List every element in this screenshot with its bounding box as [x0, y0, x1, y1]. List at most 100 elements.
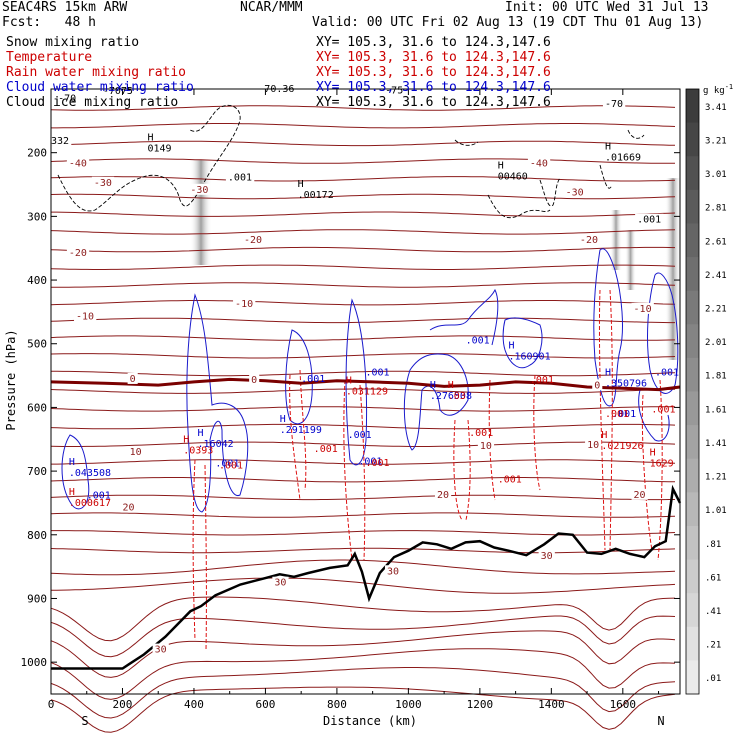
temperature-label-bg	[127, 372, 138, 384]
temperature-label-bg	[249, 374, 260, 386]
legend-field-xy: XY= 105.3, 31.6 to 124.3,147.6	[316, 80, 551, 95]
colorbar: 3.41 3.21 3.01 2.81 2.61 2.41 2.21 2.01 1.81 1.61…	[685, 88, 727, 695]
mixing-ratio-label: .001	[348, 430, 372, 441]
cloud-ice-contour	[57, 104, 241, 212]
y-tick-label: 700	[27, 465, 47, 478]
terrain-line	[51, 484, 682, 670]
colorbar-tick-label: 1.21	[705, 473, 727, 483]
snow-band	[665, 178, 681, 360]
temperature-label-bg	[585, 439, 602, 451]
temperature-isotherm	[51, 282, 676, 288]
extremum-marker: H	[508, 341, 514, 352]
temperature-label-bg	[152, 643, 169, 655]
snow-band	[625, 230, 636, 290]
temperature-label-bg	[127, 446, 144, 458]
temperature-label: -40	[530, 159, 548, 170]
extremum-marker: H	[430, 380, 436, 391]
temperature-isotherm	[50, 559, 676, 576]
temperature-isotherm	[50, 300, 676, 306]
temperature-label-bg	[66, 246, 90, 258]
mixing-ratio-label: .001	[301, 374, 325, 385]
temperature-label: -20	[580, 235, 598, 246]
legend-field-name: Temperature	[6, 50, 93, 65]
x-tick-label: 1600	[610, 698, 637, 711]
temperature-isotherm	[51, 530, 676, 536]
colorbar-swatch	[686, 290, 699, 325]
extremum-marker: H	[69, 457, 75, 468]
colorbar-tick-label: .41	[705, 607, 721, 617]
temperature-isotherm	[50, 317, 675, 324]
x-tick-label: 1000	[395, 698, 422, 711]
rain-water-contour	[533, 374, 541, 491]
temperature-label: -10	[76, 312, 94, 323]
temperature-label: 30	[541, 551, 553, 562]
colorbar-tick-label: 1.81	[705, 372, 727, 382]
colorbar-tick-label: 3.01	[705, 170, 727, 180]
temperature-isotherm	[50, 353, 676, 359]
temperature-isotherm	[50, 158, 675, 164]
temperature-label: 30	[155, 645, 167, 656]
upper-contour-label: .001	[637, 215, 661, 226]
rain-water-contours	[192, 289, 663, 651]
extremum-label: .043508	[69, 468, 111, 479]
y-tick-label: 800	[27, 529, 47, 542]
cloud-water-contour	[638, 389, 670, 442]
extremum-label: .03	[448, 391, 466, 402]
colorbar-unit-exp: -1	[725, 83, 733, 91]
colorbar-tick-label: 3.41	[705, 103, 727, 113]
temperature-isotherm	[50, 667, 676, 719]
temperature-label-bg	[188, 183, 211, 195]
mixing-ratio-label: .001	[219, 461, 243, 472]
temperature-isotherm	[50, 140, 676, 147]
axes: 0 200 400 600 800 1000 1200 1400 160020030040050…	[21, 89, 680, 711]
org-label: NCAR/MMM	[240, 0, 303, 15]
extremum-marker: H	[147, 132, 153, 143]
valid-time: Valid: 00 UTC Fri 02 Aug 13 (19 CDT Thu …	[312, 15, 704, 30]
temperature-label-bg	[631, 488, 648, 500]
extremum-label: 1629	[650, 459, 674, 470]
colorbar-unit: g kg-1	[703, 83, 733, 96]
extremum-label: 00460	[498, 171, 528, 182]
colorbar-swatch	[686, 559, 699, 594]
colorbar-swatch	[686, 391, 699, 426]
temperature-label: -30	[566, 187, 584, 198]
temperature-isotherm	[51, 211, 676, 217]
end-label-left: S	[81, 714, 88, 728]
temperature-isotherm	[50, 229, 676, 235]
extremum-marker: H	[601, 430, 607, 441]
y-tick-label: 200	[27, 147, 47, 160]
cloud-ice-contour	[627, 129, 645, 139]
x-tick-label: 0	[48, 698, 55, 711]
plot-frame	[50, 88, 681, 695]
colorbar-tick-label: 2.81	[705, 204, 727, 214]
upper-contour-label: -7075	[103, 86, 133, 97]
cloud-water-contour	[186, 293, 249, 513]
colorbar-tick-label: 1.01	[705, 506, 727, 516]
y-tick-label: 300	[27, 210, 47, 223]
cloud-ice-contour	[599, 164, 613, 189]
temperature-label: 20	[122, 503, 134, 514]
temperature-isotherm	[50, 406, 675, 412]
temperature-label: -40	[69, 159, 87, 170]
temperature-label: 10	[130, 447, 142, 458]
x-tick-label: 600	[255, 698, 275, 711]
y-tick-label: 500	[27, 338, 47, 351]
colorbar-swatch	[686, 525, 699, 561]
extremum-marker: H	[605, 367, 611, 378]
upper-contour-label-bg	[383, 84, 406, 96]
cloud-water-contour	[429, 288, 499, 346]
upper-contour-label-bg	[49, 134, 72, 146]
forecast-hour: Fcst: 48 h	[2, 15, 96, 30]
rain-water-contour	[453, 419, 471, 521]
extremum-label: .00172	[298, 190, 334, 201]
temperature-label-bg	[527, 157, 551, 169]
extremum-label: .0393	[183, 445, 213, 456]
temperature-isotherm	[50, 176, 676, 182]
temperature-label: -10	[235, 299, 253, 310]
upper-contour-label-bg	[225, 171, 255, 183]
temperature-label-bg	[384, 565, 402, 577]
mixing-ratio-label: .001	[530, 375, 554, 386]
mixing-ratio-label: .001	[314, 444, 338, 455]
temperature-label: 0	[251, 375, 257, 386]
upper-contour-label-bg	[56, 92, 79, 104]
